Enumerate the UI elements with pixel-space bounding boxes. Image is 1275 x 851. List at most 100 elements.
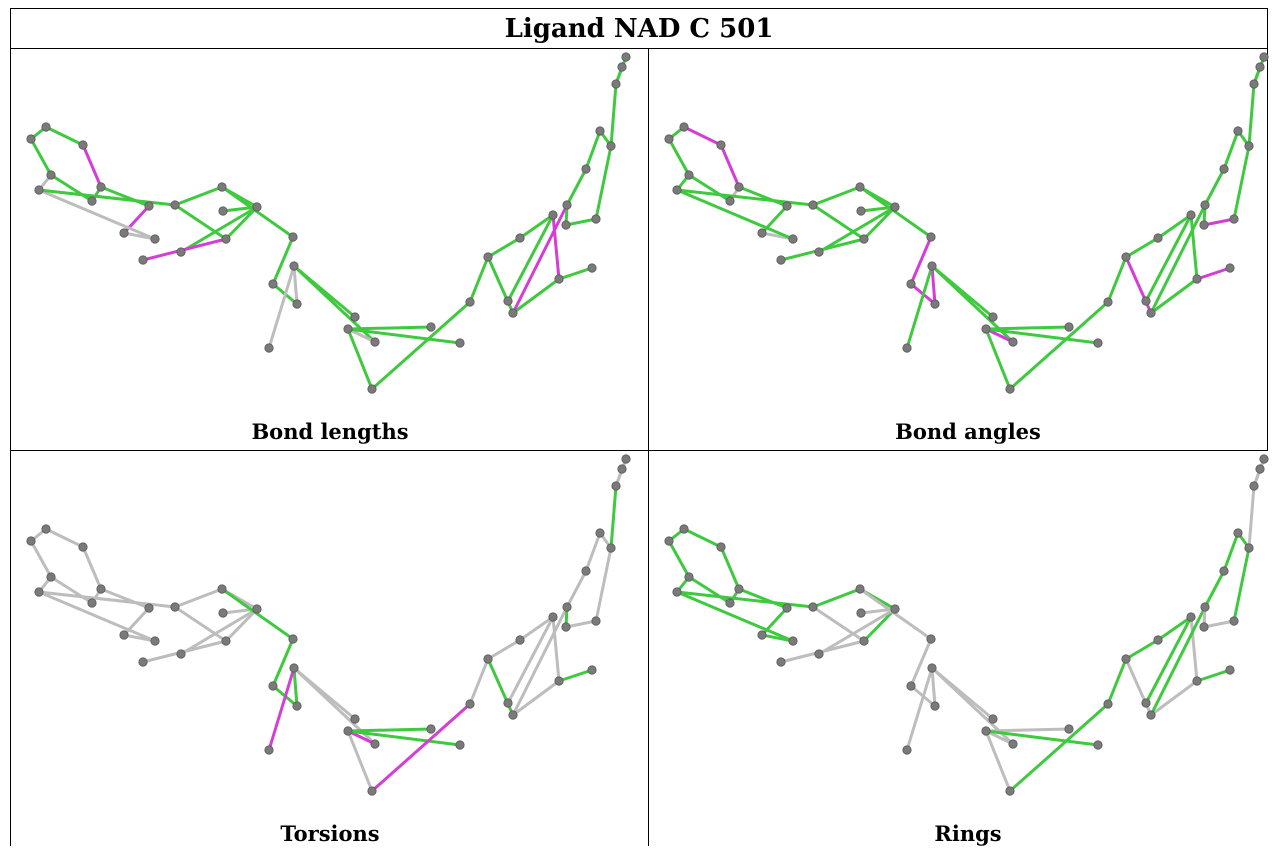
bond-a40-a41 — [594, 144, 613, 221]
bond-a41-a42 — [564, 619, 598, 629]
atom-a2 — [679, 122, 689, 132]
atom-a16 — [814, 247, 824, 257]
divider-top — [10, 8, 1268, 9]
bond-a21-a22 — [267, 666, 296, 752]
atom-a21 — [289, 261, 299, 271]
bond-a4-a9 — [737, 185, 789, 208]
atom-a45 — [617, 62, 627, 72]
bond-a20-a21 — [930, 666, 937, 708]
bond-a34-a37 — [1149, 605, 1207, 717]
atom-a30 — [1121, 654, 1131, 664]
bond-a7-a11 — [675, 590, 815, 609]
atom-a27 — [426, 322, 436, 332]
molecule-diagram-bond-lengths — [26, 52, 631, 394]
bond-a14-a11 — [811, 605, 866, 643]
atom-a7 — [34, 185, 44, 195]
bond-a25-a27 — [346, 325, 433, 331]
atom-a33 — [554, 676, 564, 686]
atom-a44 — [1259, 52, 1269, 62]
atom-a45 — [617, 464, 627, 474]
atom-a38 — [581, 566, 591, 576]
bond-a31-a32 — [1156, 615, 1193, 642]
bond-a3-a4 — [81, 143, 103, 189]
atom-a35 — [1225, 263, 1235, 273]
bond-a13-a14 — [224, 607, 259, 643]
bond-a11-a12 — [173, 185, 224, 207]
bond-a32-a33 — [1189, 213, 1199, 281]
bond-a32-a33 — [551, 213, 561, 281]
atom-a37 — [1200, 200, 1210, 210]
bond-a25-a26 — [984, 327, 1012, 391]
bond-a40-a41 — [594, 546, 613, 623]
bond-a4-a9 — [99, 185, 151, 208]
atom-a19 — [906, 681, 916, 691]
atom-a23 — [988, 312, 998, 322]
atom-a9 — [782, 603, 792, 613]
bond-a31-a32 — [518, 213, 555, 240]
bond-a5-a6 — [49, 575, 94, 605]
atom-a36 — [503, 296, 513, 306]
atom-a39 — [595, 126, 605, 136]
atom-a20 — [292, 299, 302, 309]
atom-a14 — [859, 636, 869, 646]
atom-a32 — [548, 612, 558, 622]
bond-a40-a43 — [1247, 82, 1256, 148]
atom-a29 — [465, 699, 475, 709]
atom-a41 — [591, 616, 601, 626]
bond-a13-a16 — [817, 205, 897, 254]
atom-a1 — [664, 536, 674, 546]
bond-a6-a1 — [29, 539, 53, 579]
bond-a25-a28 — [346, 327, 462, 345]
atom-a6 — [684, 572, 694, 582]
figure-title: Ligand NAD C 501 — [504, 14, 774, 44]
molecule-diagram-rings — [664, 454, 1269, 796]
bond-a33-a34 — [1149, 679, 1199, 717]
atom-a41 — [1229, 214, 1239, 224]
bond-a18-a19 — [909, 637, 933, 688]
atom-a15 — [856, 206, 866, 216]
bond-a25-a26 — [346, 729, 374, 793]
atom-a14 — [221, 636, 231, 646]
atom-a33 — [554, 274, 564, 284]
atom-a1 — [664, 134, 674, 144]
bond-a37-a38 — [1203, 167, 1226, 207]
bond-a30-a31 — [1124, 236, 1160, 259]
atom-a40 — [1244, 141, 1254, 151]
atom-a17 — [138, 657, 148, 667]
bond-a13-a14 — [224, 205, 259, 241]
atom-a10 — [150, 234, 160, 244]
bond-a29-a30 — [1106, 657, 1128, 706]
bond-a12-a18 — [220, 185, 295, 239]
atom-a42 — [561, 622, 571, 632]
atom-a13 — [890, 604, 900, 614]
bond-a34-a37 — [1149, 203, 1207, 315]
atom-a5 — [87, 196, 97, 206]
atom-a25 — [343, 726, 353, 736]
bond-a13-a16 — [179, 607, 259, 656]
atom-a29 — [1103, 699, 1113, 709]
atom-a32 — [1186, 210, 1196, 220]
atom-a26 — [367, 384, 377, 394]
atom-a2 — [679, 524, 689, 534]
atom-a28 — [1093, 338, 1103, 348]
bond-a41-a42 — [564, 217, 598, 227]
divider-right — [1267, 8, 1268, 450]
atom-a31 — [1153, 635, 1163, 645]
bond-a20-a21 — [292, 264, 299, 306]
bond-a32-a36 — [506, 213, 555, 303]
atom-a42 — [1199, 622, 1209, 632]
bond-a33-a35 — [557, 668, 594, 683]
atom-a12 — [855, 182, 865, 192]
atom-a22 — [902, 343, 912, 353]
bond-a38-a39 — [1222, 531, 1240, 573]
figure-frame: Ligand NAD C 501 Bond lengths Bond angle… — [10, 8, 1269, 846]
bond-a11-a12 — [811, 185, 862, 207]
bond-a33-a35 — [557, 266, 594, 281]
bond-a40-a43 — [1247, 484, 1256, 550]
panel-caption: Bond lengths — [251, 419, 409, 444]
bond-a41-a42 — [1202, 619, 1236, 629]
bond-a7-a11 — [675, 188, 815, 207]
atom-a28 — [455, 338, 465, 348]
bond-a25-a28 — [984, 729, 1100, 747]
atom-a17 — [776, 657, 786, 667]
